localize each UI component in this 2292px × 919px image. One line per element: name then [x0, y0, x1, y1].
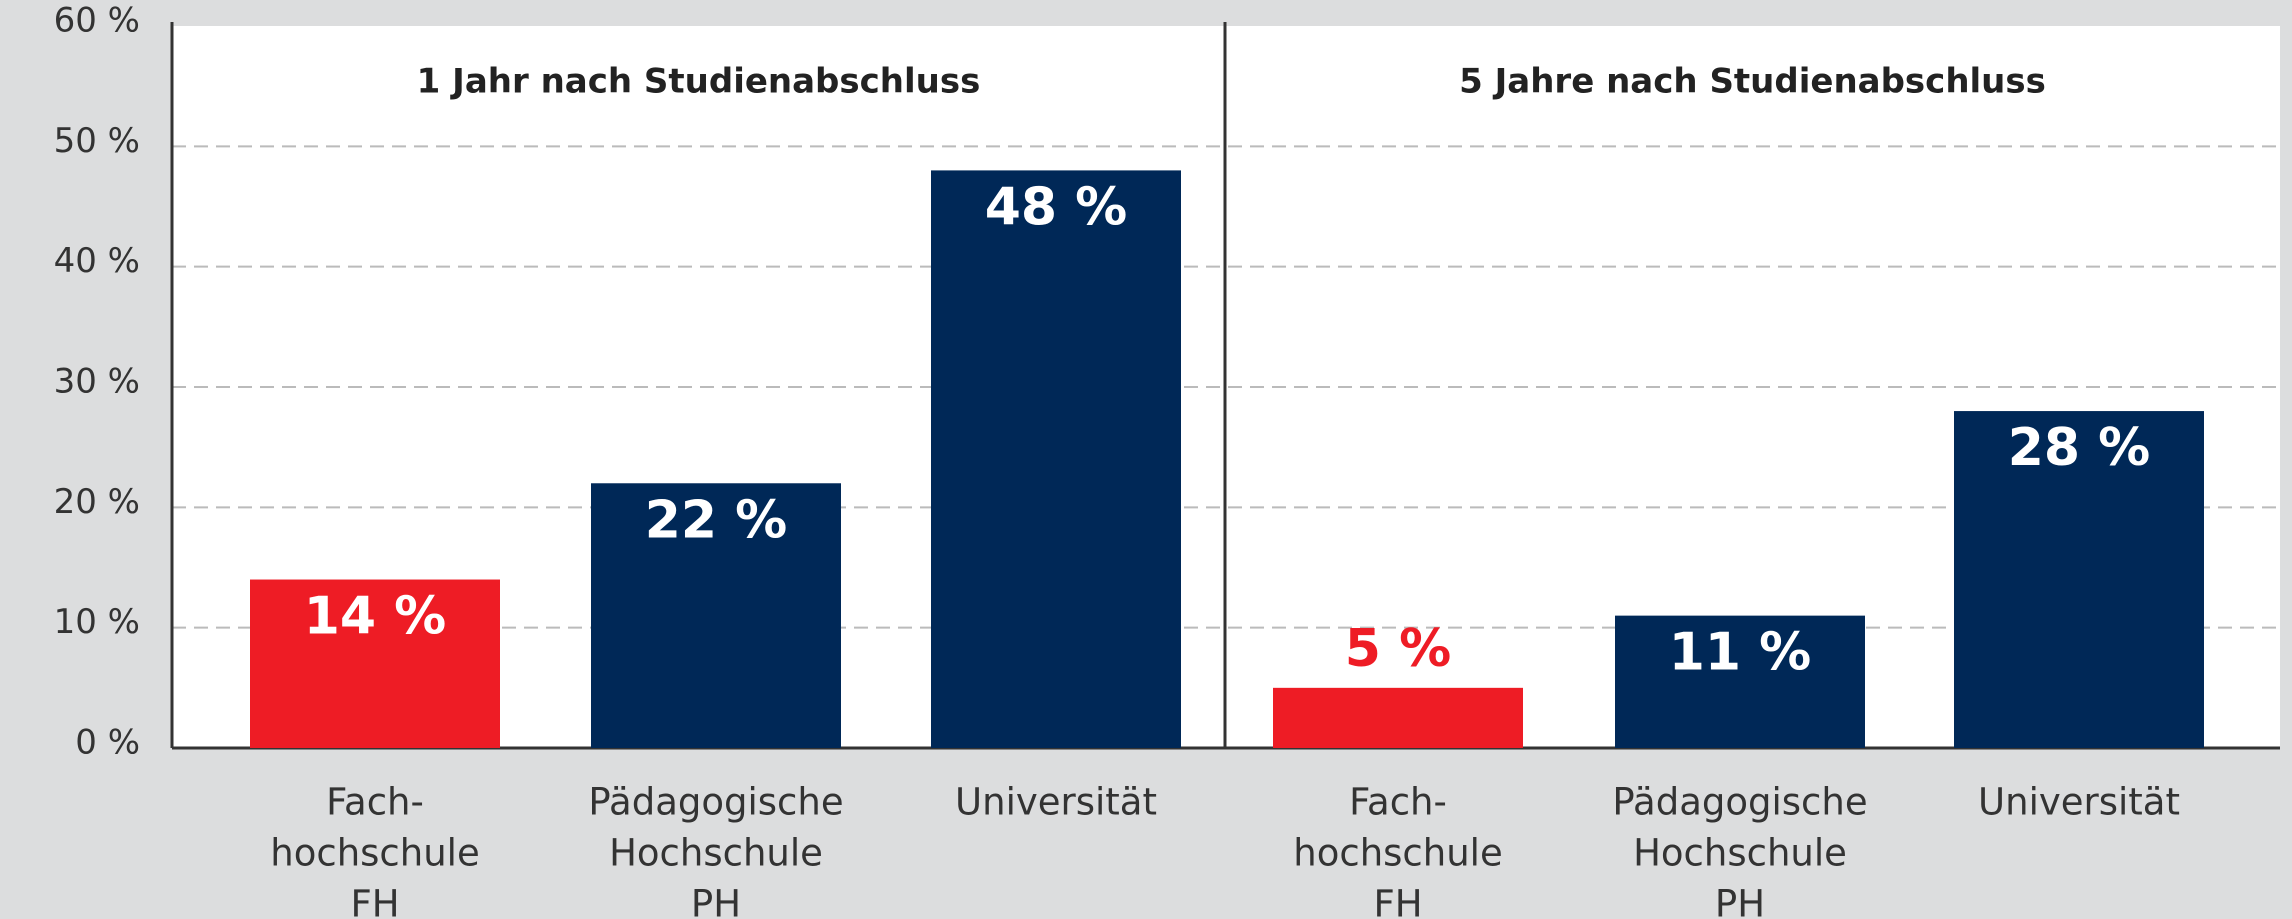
x-tick-label: hochschule [270, 832, 479, 875]
x-tick-label: Pädagogische [588, 781, 843, 824]
panel-title: 5 Jahre nach Studienabschluss [1459, 62, 2046, 102]
x-tick-label: hochschule [1293, 832, 1502, 875]
y-tick-label: 10 % [54, 602, 140, 642]
x-tick-label: Pädagogische [1612, 781, 1867, 824]
value-label: 14 % [304, 587, 447, 647]
bar [931, 170, 1181, 748]
panel-title: 1 Jahr nach Studienabschluss [417, 62, 981, 102]
y-tick-label: 0 % [75, 723, 140, 763]
x-tick-label: FH [1373, 883, 1422, 919]
bar [1615, 615, 1865, 748]
value-label: 11 % [1669, 623, 1812, 683]
y-tick-label: 40 % [54, 241, 140, 281]
x-tick-label: Hochschule [1633, 832, 1847, 875]
x-tick-label: PH [1715, 883, 1765, 919]
bar [250, 579, 500, 748]
value-label: 5 % [1345, 619, 1451, 679]
x-tick-label: Fach- [1349, 781, 1447, 824]
value-label: 22 % [645, 490, 788, 550]
y-tick-label: 60 % [54, 1, 140, 41]
x-tick-label: Hochschule [609, 832, 823, 875]
x-tick-label: Universität [955, 781, 1157, 824]
x-tick-label: PH [691, 883, 741, 919]
bar [591, 483, 841, 748]
value-label: 48 % [985, 177, 1128, 237]
y-tick-label: 30 % [54, 362, 140, 402]
bar [1954, 411, 2204, 748]
value-label: 28 % [2008, 418, 2151, 478]
x-tick-label: Fach- [326, 781, 424, 824]
y-tick-label: 50 % [54, 121, 140, 161]
x-tick-label: FH [350, 883, 399, 919]
bar [1273, 687, 1523, 748]
y-tick-label: 20 % [54, 482, 140, 522]
x-tick-label: Universität [1978, 781, 2180, 824]
